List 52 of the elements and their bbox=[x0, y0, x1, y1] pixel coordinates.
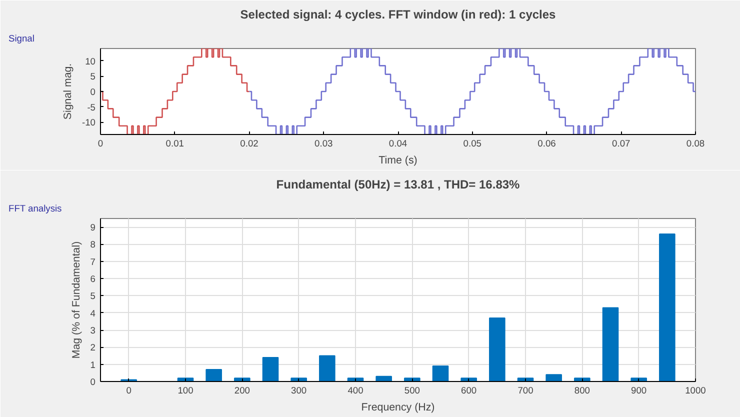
y-axis-title: Signal mag. bbox=[62, 63, 74, 120]
x-tick-label: 700 bbox=[518, 386, 534, 396]
y-tick-label: 6 bbox=[90, 274, 96, 284]
y-tick-label: 4 bbox=[90, 308, 96, 318]
x-tick-label: 800 bbox=[574, 386, 590, 396]
y-tick-label: 7 bbox=[90, 256, 96, 267]
bar bbox=[206, 368, 222, 382]
bar bbox=[262, 356, 279, 382]
y-tick-label: 9 bbox=[90, 222, 96, 233]
x-tick-label: 200 bbox=[234, 386, 250, 396]
x-tick-label: 0.02 bbox=[240, 138, 258, 148]
y-axis-title: Mag (% of Fundamental) bbox=[70, 241, 82, 359]
x-tick-label: 500 bbox=[404, 386, 420, 396]
bar bbox=[489, 318, 506, 382]
chart-title: Fundamental (50Hz) = 13.81 , THD= 16.83% bbox=[276, 178, 520, 192]
x-tick-label: 0 bbox=[98, 138, 104, 148]
y-tick-label: 5 bbox=[90, 72, 96, 82]
y-tick-label: 3 bbox=[90, 326, 96, 336]
bar bbox=[319, 355, 336, 382]
x-axis-title: Time (s) bbox=[378, 154, 418, 166]
text: Signal bbox=[8, 34, 34, 44]
y-tick-label: 1 bbox=[90, 360, 96, 370]
y-tick-label: 10 bbox=[85, 56, 96, 66]
x-tick-label: 0 bbox=[126, 386, 132, 396]
y-tick-label: -5 bbox=[87, 102, 96, 112]
bar bbox=[602, 307, 619, 382]
bar bbox=[432, 366, 449, 382]
bar bbox=[546, 374, 562, 382]
x-tick-label: 0.01 bbox=[166, 138, 184, 148]
x-tick-label: 300 bbox=[291, 386, 307, 396]
x-tick-label: 0.07 bbox=[612, 138, 630, 148]
text: FFT analysis bbox=[8, 204, 62, 214]
x-tick-label: 900 bbox=[631, 386, 647, 396]
chart-title: Selected signal: 4 cycles. FFT window (in red): 1 cycles bbox=[240, 8, 556, 22]
y-tick-label: 2 bbox=[90, 342, 96, 353]
bar bbox=[376, 376, 392, 382]
x-tick-label: 400 bbox=[348, 386, 364, 396]
bar bbox=[659, 233, 676, 382]
x-tick-label: 100 bbox=[178, 386, 194, 396]
x-tick-label: 600 bbox=[461, 386, 477, 396]
x-tick-label: 0.03 bbox=[314, 138, 333, 148]
x-tick-label: 1000 bbox=[685, 386, 706, 396]
x-tick-label: 0.08 bbox=[686, 138, 705, 148]
y-tick-label: -10 bbox=[82, 118, 96, 128]
x-tick-label: 0.05 bbox=[463, 138, 482, 148]
y-tick-label: 5 bbox=[90, 291, 96, 302]
y-tick-label: 0 bbox=[90, 87, 96, 97]
x-tick-label: 0.04 bbox=[388, 138, 408, 148]
y-tick-label: 8 bbox=[90, 240, 96, 250]
x-axis-title: Frequency (Hz) bbox=[361, 402, 435, 414]
x-tick-label: 0.06 bbox=[538, 138, 556, 148]
y-tick-label: 0 bbox=[90, 377, 96, 387]
